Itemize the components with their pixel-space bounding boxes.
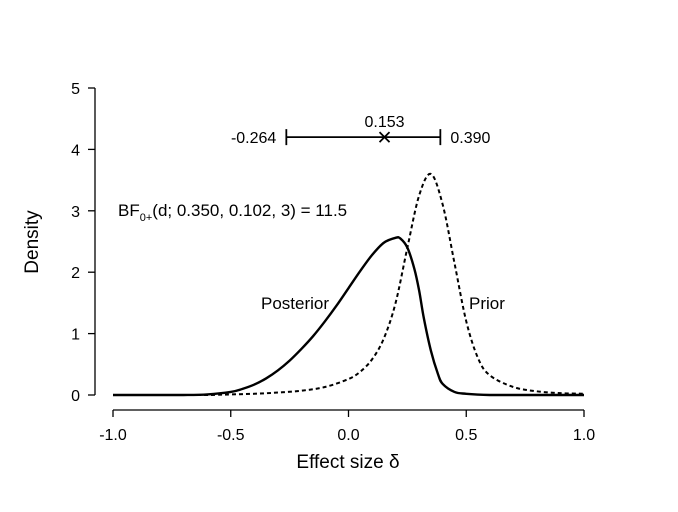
- bf-main: BF: [118, 201, 140, 220]
- y-axis-title: Density: [22, 210, 43, 274]
- x-tick-label: 0.5: [455, 427, 477, 444]
- series-layer: [112, 172, 585, 397]
- y-tick-label: 1: [71, 327, 80, 344]
- x-tick-label: -0.5: [217, 427, 245, 444]
- posterior-label: Posterior: [261, 294, 329, 313]
- x-ticks: -1.0 -0.5 0.0 0.5 1.0: [99, 410, 595, 444]
- x-tick-label: 0.0: [337, 427, 359, 444]
- prior-curve: [112, 172, 585, 396]
- y-ticks: 0 1 2 3 4 5: [71, 81, 95, 405]
- y-tick-label: 3: [71, 204, 80, 221]
- prior-label: Prior: [469, 294, 505, 313]
- x-tick-label: -1.0: [99, 427, 127, 444]
- bf-annotation: BF0+(d; 0.350, 0.102, 3) = 11.5: [118, 201, 347, 224]
- y-tick-label: 4: [71, 142, 80, 159]
- bf-rest: (d; 0.350, 0.102, 3) = 11.5: [152, 201, 347, 220]
- ci-upper-label: 0.390: [450, 130, 490, 147]
- posterior-curve: [112, 236, 584, 397]
- x-tick-label: 1.0: [573, 427, 595, 444]
- y-tick-label: 5: [71, 81, 80, 98]
- credible-interval: -0.264 0.390 0.153: [231, 114, 491, 147]
- ci-lower-label: -0.264: [231, 130, 276, 147]
- ci-median-label: 0.153: [365, 114, 405, 131]
- x-axis-title: Effect size δ: [296, 452, 399, 473]
- ci-median-marker: [378, 131, 391, 143]
- y-tick-label: 2: [71, 265, 80, 282]
- y-tick-label: 0: [71, 388, 80, 405]
- bf-subscript: 0+: [140, 212, 153, 224]
